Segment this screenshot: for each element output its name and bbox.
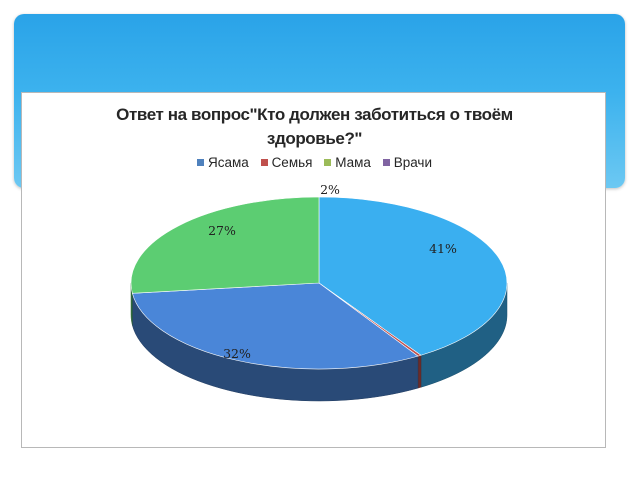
legend-item-yasama: Ясама: [197, 155, 249, 170]
legend-item-mama: Мама: [324, 155, 371, 170]
data-label-mama: 32%: [223, 346, 251, 361]
legend-swatch-semya: [260, 159, 268, 166]
data-label-yasama: 41%: [429, 241, 457, 256]
chart-title-line-2: здоровье?": [266, 129, 363, 148]
chart-frame: Ответ на вопрос"Кто должен заботиться о …: [21, 92, 606, 448]
chart-title-line-1: Ответ на вопрос"Кто должен заботиться о …: [116, 105, 513, 124]
legend-swatch-vrachi: [382, 159, 390, 166]
pie-slice-vrachi: [130, 196, 320, 294]
data-label-semya: 2%: [320, 182, 340, 197]
data-label-vrachi: 27%: [208, 223, 236, 238]
pie-slice-mama: [131, 282, 419, 370]
legend-label-semya: Семья: [271, 155, 313, 170]
chart-legend: Ясама Семья Мама Врачи: [22, 155, 607, 170]
legend-swatch-mama: [324, 159, 332, 166]
legend-label-vrachi: Врачи: [393, 155, 432, 170]
chart-title: Ответ на вопрос"Кто должен заботиться о …: [22, 103, 607, 151]
pie-chart: 41% 2% 32% 27%: [130, 182, 508, 402]
pie-slice-yasama: [318, 196, 508, 356]
legend-item-vrachi: Врачи: [382, 155, 432, 170]
legend-swatch-yasama: [197, 159, 204, 166]
pie-side-semya: [417, 354, 422, 389]
legend-item-semya: Семья: [260, 155, 313, 170]
legend-label-yasama: Ясама: [208, 155, 249, 170]
legend-label-mama: Мама: [335, 155, 371, 170]
